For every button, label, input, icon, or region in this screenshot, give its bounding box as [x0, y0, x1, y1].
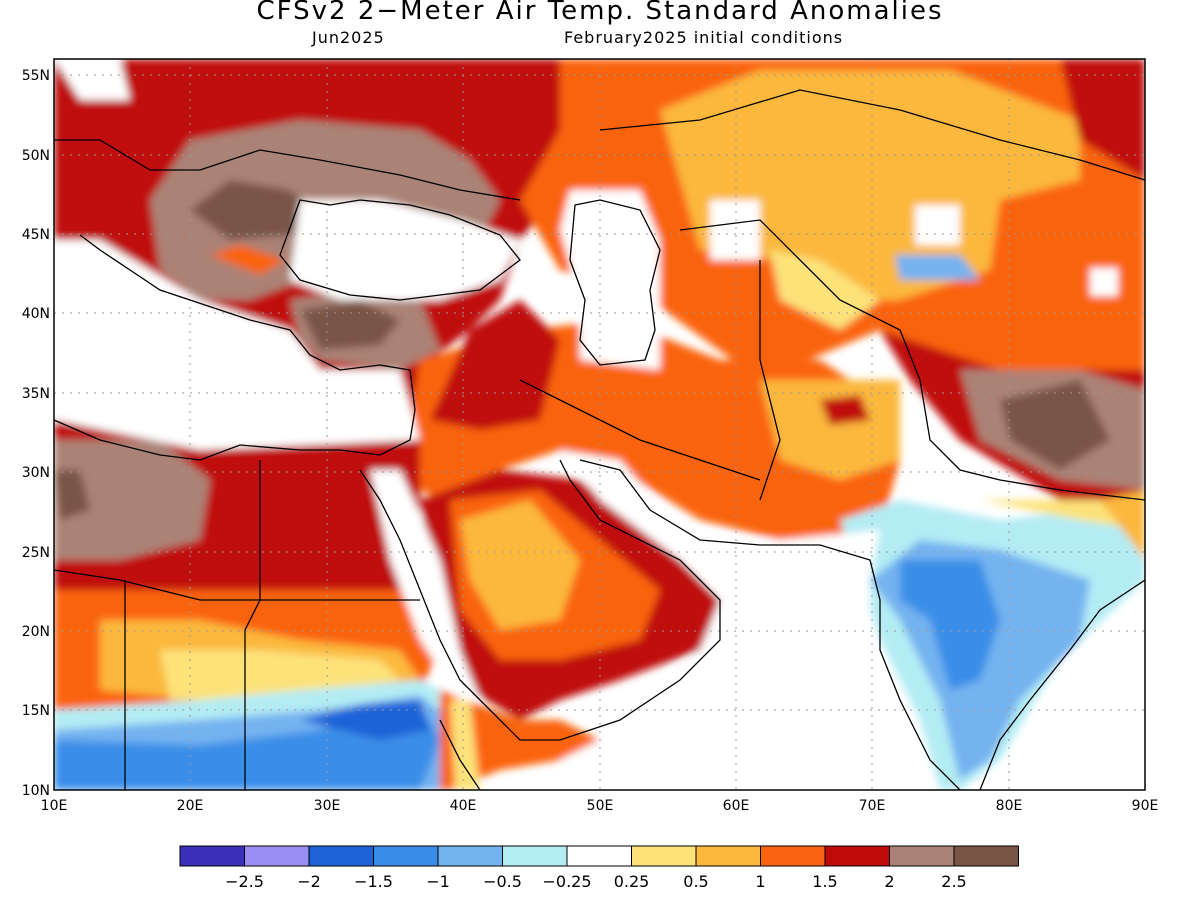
colorbar-label: −2 [297, 872, 321, 891]
colorbar-swatch [244, 845, 310, 867]
colorbar-swatch [953, 845, 1019, 867]
colorbar-label: −2.5 [225, 872, 264, 891]
map-title: CFSv2 2−Meter Air Temp. Standard Anomali… [256, 0, 944, 26]
colorbar-swatch [566, 845, 632, 867]
longitude-labels: 10E 20E 30E 40E 50E 60E 70E 80E 90E [41, 798, 1159, 814]
colorbar-label: 1 [755, 872, 765, 891]
colorbar-label: −0.5 [483, 872, 522, 891]
colorbar-swatch [373, 845, 439, 867]
colorbar-swatch [889, 845, 955, 867]
colorbar-swatch [631, 845, 697, 867]
colorbar-label: −1 [426, 872, 450, 891]
colorbar-label: −1.5 [354, 872, 393, 891]
lat-label: 45N [22, 227, 50, 243]
colorbar-swatch [760, 845, 826, 867]
colorbar-swatch [179, 845, 245, 867]
lon-label: 40E [450, 798, 477, 814]
lat-label: 35N [22, 386, 50, 402]
lon-label: 30E [314, 798, 341, 814]
lat-label: 55N [22, 68, 50, 84]
map-frame [53, 58, 1146, 791]
lat-label: 20N [22, 624, 50, 640]
lat-label: 40N [22, 306, 50, 322]
colorbar-label: 0.25 [614, 872, 650, 891]
graticule [54, 59, 1145, 790]
colorbar-label: 2 [884, 872, 894, 891]
lat-label: 25N [22, 545, 50, 561]
latitude-labels: 55N 50N 45N 40N 35N 30N 25N 20N 15N 10N [22, 68, 50, 799]
colorbar: −2.5 −2 −1.5 −1 −0.5 −0.25 0.25 0.5 1 1.… [179, 845, 1019, 891]
lon-label: 80E [996, 798, 1023, 814]
lat-label: 50N [22, 148, 50, 164]
lon-label: 60E [723, 798, 750, 814]
colorbar-swatch [437, 845, 503, 867]
colorbar-label: 0.5 [683, 872, 708, 891]
colorbar-label: −0.25 [542, 872, 591, 891]
initial-conditions: February2025 initial conditions [564, 28, 844, 47]
forecast-month: Jun2025 [312, 28, 385, 47]
lat-label: 30N [22, 465, 50, 481]
anomaly-field [54, 59, 1145, 790]
lat-label: 10N [22, 783, 50, 799]
colorbar-swatch [308, 845, 374, 867]
colorbar-swatch [502, 845, 568, 867]
lon-label: 70E [859, 798, 886, 814]
lon-label: 20E [177, 798, 204, 814]
coastlines [54, 89, 1145, 790]
colorbar-label: 1.5 [812, 872, 837, 891]
colorbar-label: 2.5 [941, 872, 966, 891]
colorbar-swatch [695, 845, 761, 867]
lat-label: 15N [22, 703, 50, 719]
lon-label: 10E [41, 798, 68, 814]
colorbar-swatch [824, 845, 890, 867]
lon-label: 90E [1132, 798, 1159, 814]
lon-label: 50E [587, 798, 614, 814]
